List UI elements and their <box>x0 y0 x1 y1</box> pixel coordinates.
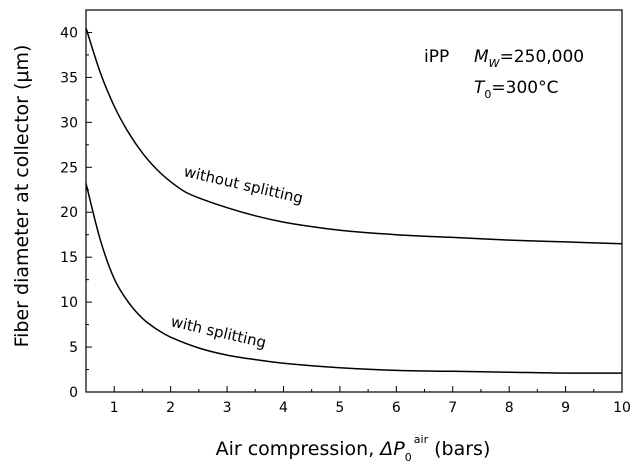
y-tick-label: 5 <box>69 340 78 356</box>
data-series <box>85 27 623 374</box>
x-tick-label: 2 <box>166 400 175 416</box>
x-axis-title: Air compression, ΔP0air (bars) <box>216 433 491 463</box>
x-tick-label: 5 <box>335 400 344 416</box>
y-tick-label: 35 <box>60 70 78 86</box>
y-tick-label: 15 <box>60 250 78 266</box>
x-tick-label: 9 <box>561 400 570 416</box>
annotation-temperature: T0=300°C <box>474 78 558 101</box>
plot-frame <box>85 9 623 393</box>
y-tick-label: 30 <box>60 115 78 131</box>
y-tick-label: 0 <box>69 385 78 401</box>
x-tick-label: 6 <box>392 400 401 416</box>
x-tick-label: 1 <box>110 400 119 416</box>
annotation-polymer: iPP <box>424 47 449 67</box>
x-tick-label: 3 <box>223 400 232 416</box>
annotation-molecular-weight: MW=250,000 <box>474 47 584 70</box>
y-tick-label: 40 <box>60 25 78 41</box>
series-line-without-splitting <box>85 27 623 245</box>
y-tick-label: 10 <box>60 295 78 311</box>
y-tick-label: 25 <box>60 160 78 176</box>
series-label-without-splitting: without splitting <box>182 162 305 207</box>
axis-ticks: 1 2 3 4 5 6 7 8 9 10 0 5 10 15 20 25 30 35 40 <box>60 25 631 416</box>
y-tick-label: 20 <box>60 205 78 221</box>
series-line-with-splitting <box>85 183 623 374</box>
x-tick-label: 8 <box>505 400 514 416</box>
x-tick-label: 4 <box>279 400 288 416</box>
x-tick-label: 10 <box>613 400 631 416</box>
y-axis-title: Fiber diameter at collector (μm) <box>11 45 33 348</box>
series-label-with-splitting: with splitting <box>169 312 268 351</box>
plot-area <box>85 9 623 393</box>
x-tick-label: 7 <box>448 400 457 416</box>
